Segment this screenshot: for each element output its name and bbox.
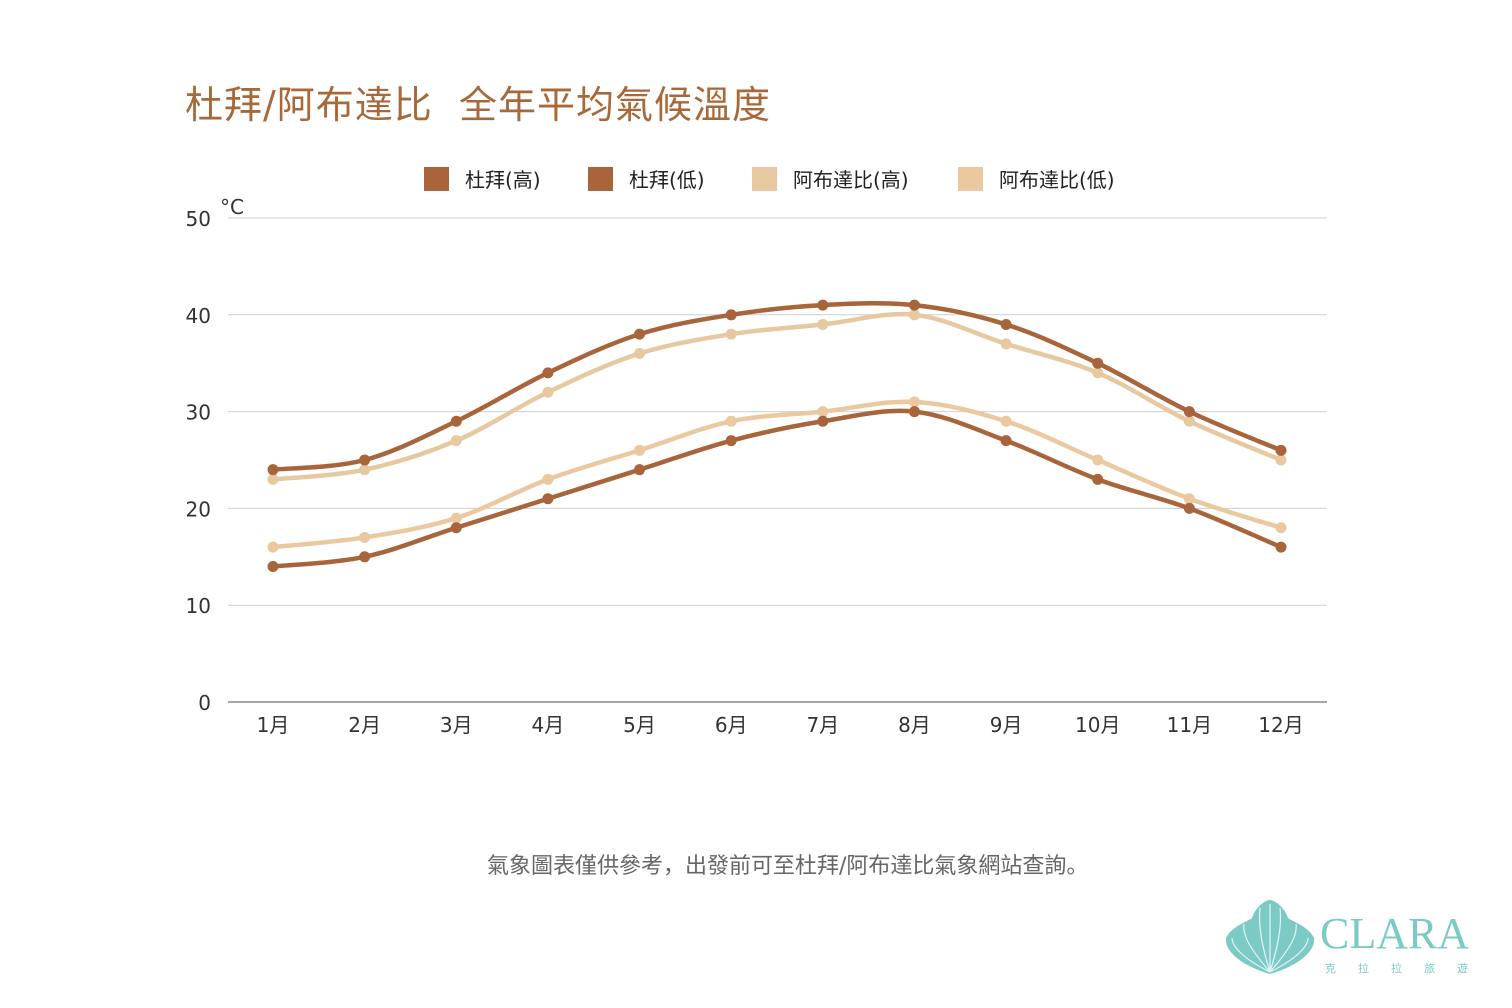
- legend-swatch: [752, 167, 777, 191]
- data-point: [1275, 541, 1287, 553]
- x-tick-label: 9月: [990, 713, 1023, 737]
- x-tick-label: 6月: [715, 713, 748, 737]
- data-point: [908, 309, 920, 321]
- data-point: [359, 551, 371, 563]
- data-point: [1000, 318, 1012, 330]
- data-point: [1183, 406, 1195, 418]
- data-point: [817, 299, 829, 311]
- data-point: [1092, 367, 1104, 379]
- data-point: [1000, 338, 1012, 350]
- x-tick-label: 12月: [1258, 713, 1303, 737]
- logo-subtext: 克拉拉旅遊: [1325, 961, 1490, 975]
- data-point: [725, 309, 737, 321]
- data-point: [1092, 357, 1104, 369]
- y-tick-label: 30: [186, 401, 211, 425]
- data-point: [725, 435, 737, 447]
- y-tick-label: 20: [186, 497, 211, 521]
- clara-logo: CLARA 克拉拉旅遊: [1225, 900, 1490, 975]
- shell-icon: [1225, 900, 1315, 974]
- data-point: [1183, 415, 1195, 427]
- data-point: [1275, 444, 1287, 456]
- x-tick-label: 2月: [348, 713, 381, 737]
- x-tick-label: 8月: [898, 713, 931, 737]
- data-point: [1183, 502, 1195, 514]
- x-tick-label: 4月: [532, 713, 565, 737]
- legend-swatch: [588, 167, 613, 191]
- data-point: [1000, 435, 1012, 447]
- legend-label: 阿布達比(低): [999, 168, 1115, 192]
- data-point: [1000, 415, 1012, 427]
- data-point: [450, 512, 462, 524]
- data-point: [634, 464, 646, 476]
- data-point: [817, 406, 829, 418]
- series-line: [272, 301, 1282, 472]
- data-point: [908, 299, 920, 311]
- data-point: [634, 348, 646, 360]
- series-line: [272, 311, 1282, 482]
- data-point: [817, 415, 829, 427]
- data-point: [267, 541, 279, 553]
- data-point: [359, 454, 371, 466]
- legend-label: 杜拜(高): [465, 168, 541, 192]
- legend-swatch: [424, 167, 449, 191]
- data-point: [267, 464, 279, 476]
- x-tick-label: 11月: [1167, 713, 1212, 737]
- y-tick-label: 40: [186, 304, 211, 328]
- x-tick-label: 5月: [623, 713, 656, 737]
- data-point: [359, 464, 371, 476]
- data-point: [634, 444, 646, 456]
- data-point: [542, 473, 554, 485]
- data-point: [542, 367, 554, 379]
- data-point: [1092, 473, 1104, 485]
- series-line: [272, 408, 1282, 569]
- data-point: [908, 406, 920, 418]
- data-point: [450, 435, 462, 447]
- data-point: [725, 328, 737, 340]
- data-point: [817, 318, 829, 330]
- data-point: [542, 493, 554, 505]
- data-point: [542, 386, 554, 398]
- data-point: [634, 328, 646, 340]
- data-point: [450, 522, 462, 534]
- data-point: [359, 531, 371, 543]
- data-point: [1092, 454, 1104, 466]
- data-point: [1275, 522, 1287, 534]
- chart-title: 杜拜/阿布達比 全年平均氣候溫度: [185, 83, 771, 127]
- data-point: [1183, 493, 1195, 505]
- legend-label: 阿布達比(高): [793, 168, 909, 192]
- data-point: [267, 473, 279, 485]
- y-tick-label: 10: [186, 594, 211, 618]
- data-point: [1275, 454, 1287, 466]
- data-point: [908, 396, 920, 408]
- x-tick-label: 7月: [806, 713, 839, 737]
- y-tick-label: 50: [186, 207, 211, 231]
- legend-label: 杜拜(低): [629, 168, 705, 192]
- x-tick-label: 3月: [440, 713, 473, 737]
- x-tick-label: 1月: [257, 713, 290, 737]
- legend-swatch: [958, 167, 983, 191]
- data-point: [450, 415, 462, 427]
- y-axis-unit: °C: [220, 195, 244, 219]
- series-line: [272, 399, 1282, 550]
- y-tick-label: 0: [198, 691, 211, 715]
- data-point: [725, 415, 737, 427]
- logo-text: CLARA: [1320, 909, 1469, 958]
- footnote: 氣象圖表僅供參考，出發前可至杜拜/阿布達比氣象網站查詢。: [487, 854, 1089, 879]
- data-point: [267, 560, 279, 572]
- x-tick-label: 10月: [1075, 713, 1120, 737]
